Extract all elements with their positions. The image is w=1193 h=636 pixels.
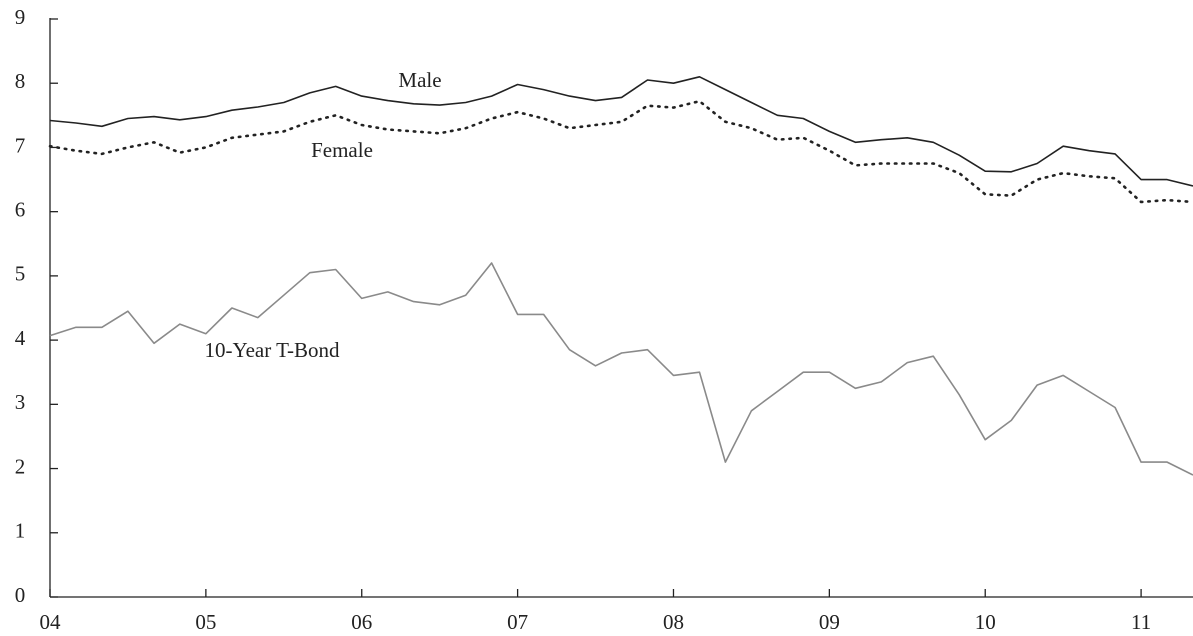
x-tick-label: 05 xyxy=(195,610,216,634)
y-tick-label: 9 xyxy=(15,5,26,29)
series-label: Male xyxy=(398,68,441,92)
y-tick-label: 6 xyxy=(15,197,26,221)
y-tick-label: 4 xyxy=(15,326,26,350)
y-tick-label: 7 xyxy=(15,133,26,157)
x-tick-label: 04 xyxy=(40,610,62,634)
y-tick-label: 2 xyxy=(15,454,26,478)
y-tick-label: 1 xyxy=(15,519,26,543)
series-line xyxy=(49,262,1193,476)
series-line xyxy=(49,76,1193,187)
x-tick-label: 08 xyxy=(663,610,684,634)
y-tick-label: 3 xyxy=(15,390,26,414)
x-tick-label: 11 xyxy=(1131,610,1151,634)
series-label: Female xyxy=(311,138,373,162)
y-tick-label: 8 xyxy=(15,69,26,93)
series-label: 10-Year T-Bond xyxy=(205,338,340,362)
y-tick-label: 5 xyxy=(15,262,26,286)
x-tick-label: 06 xyxy=(351,610,372,634)
x-tick-label: 07 xyxy=(507,610,528,634)
y-tick-label: 0 xyxy=(15,583,26,607)
x-tick-label: 10 xyxy=(975,610,996,634)
x-tick-label: 09 xyxy=(819,610,840,634)
series-line xyxy=(48,99,1193,204)
